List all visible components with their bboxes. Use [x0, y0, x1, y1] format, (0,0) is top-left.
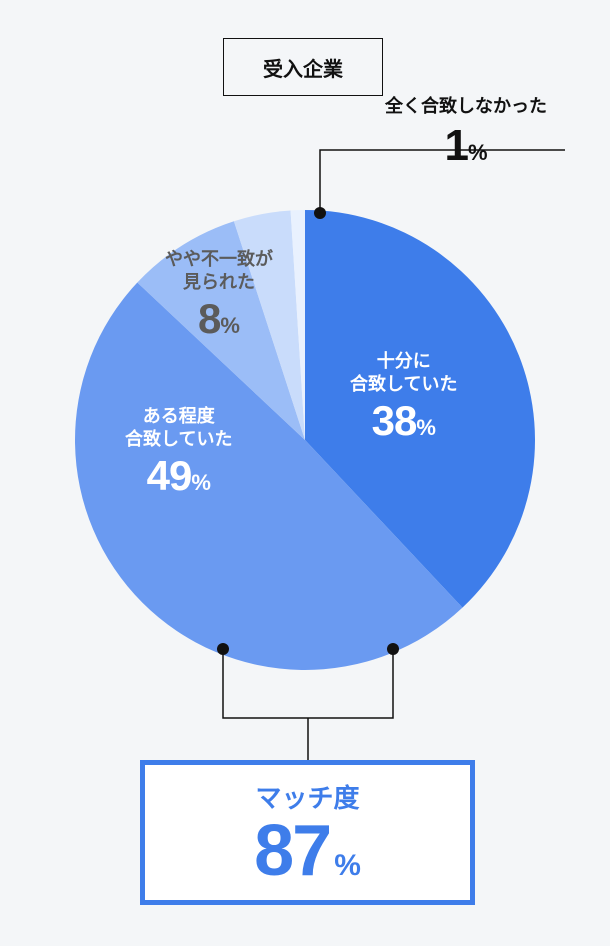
title-text: 受入企業: [263, 53, 343, 82]
title-box: 受入企業: [223, 38, 383, 96]
callout-none: 全く合致しなかった 1%: [385, 95, 547, 173]
match-value: 87: [254, 815, 330, 887]
callout-none-label: 全く合致しなかった: [385, 95, 547, 118]
match-label: マッチ度: [255, 778, 359, 815]
callout-none-value: 1: [444, 121, 467, 170]
match-box: マッチ度87%: [140, 760, 475, 905]
percent-sign: %: [468, 140, 488, 165]
pie-chart: [75, 210, 535, 670]
percent-sign: %: [334, 851, 361, 881]
